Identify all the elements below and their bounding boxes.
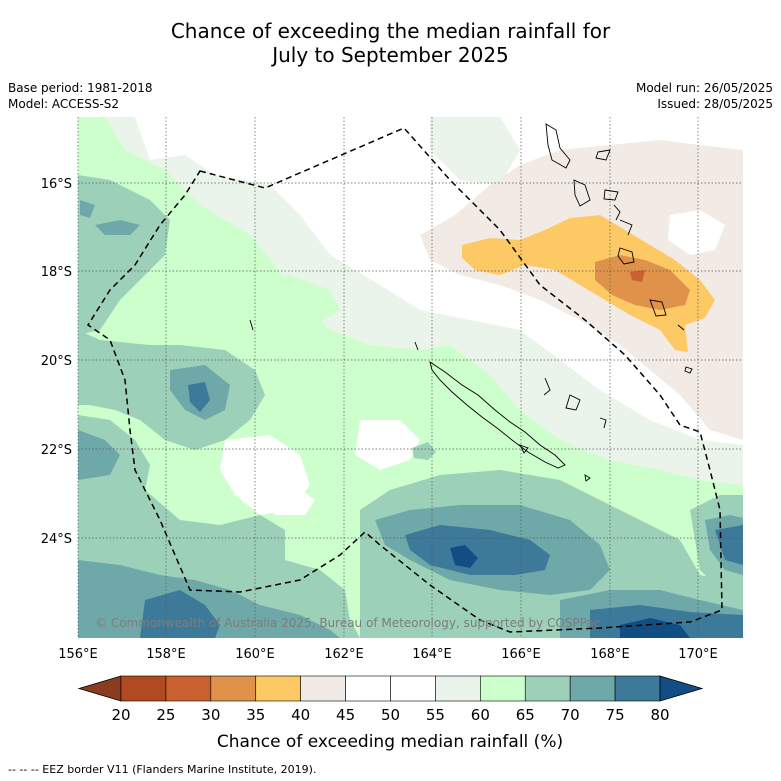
contour-75-80-e bbox=[715, 525, 743, 565]
map-panel bbox=[78, 117, 743, 638]
colorbar-swatch bbox=[390, 675, 436, 702]
colorbar-swatch bbox=[345, 675, 391, 702]
map-title: Chance of exceeding the median rainfall … bbox=[0, 19, 781, 67]
colorbar-swatch bbox=[435, 675, 481, 702]
contour-65-70-w bbox=[78, 175, 170, 335]
colorbar-swatch bbox=[165, 675, 212, 702]
contour-80-plus bbox=[450, 545, 478, 568]
colorbar-extend-high bbox=[659, 675, 704, 702]
lat-label: 16°S bbox=[41, 177, 72, 192]
colorbar-swatch bbox=[210, 675, 257, 702]
contour-75-80-s bbox=[405, 525, 550, 575]
lat-label: 20°S bbox=[41, 354, 72, 369]
colorbar-swatch bbox=[255, 675, 301, 702]
colorbar-tick-label: 70 bbox=[561, 706, 580, 724]
lon-label: 170°E bbox=[678, 647, 718, 662]
lon-axis: 156°E 158°E 160°E 162°E 164°E 166°E 168°… bbox=[58, 647, 718, 662]
islet-5 bbox=[565, 394, 581, 411]
colorbar-tick-label: 45 bbox=[336, 706, 355, 724]
colorbar-tick-label: 20 bbox=[111, 706, 130, 724]
colorbar-tick-label: 50 bbox=[381, 706, 400, 724]
lon-label: 158°E bbox=[146, 647, 186, 662]
lon-label: 166°E bbox=[501, 647, 541, 662]
colorbar-tick-label: 65 bbox=[516, 706, 535, 724]
issued-date: Issued: 28/05/2025 bbox=[657, 97, 773, 111]
colorbar-swatch bbox=[300, 675, 346, 702]
lon-label: 162°E bbox=[324, 647, 364, 662]
colorbar-tick-label: 80 bbox=[650, 706, 669, 724]
contour-30-35 bbox=[595, 255, 690, 310]
colorbar-tick-label: 35 bbox=[246, 706, 265, 724]
contour-70-75-wa bbox=[95, 220, 140, 235]
colorbar-swatch bbox=[120, 675, 167, 702]
contour-70-75-w3 bbox=[78, 430, 120, 480]
contour-75-80-c bbox=[188, 382, 210, 412]
contour-65-70-dot bbox=[412, 442, 436, 460]
colorbar-tick-label: 60 bbox=[471, 706, 490, 724]
title-line-1: Chance of exceeding the median rainfall … bbox=[170, 19, 611, 43]
colorbar-swatch bbox=[569, 675, 616, 702]
contour-70-75-w bbox=[80, 200, 95, 218]
lon-label: 164°E bbox=[412, 647, 452, 662]
contour-hole-2 bbox=[355, 420, 420, 470]
eez-border-line bbox=[86, 127, 723, 633]
contour-80-plus-se bbox=[620, 618, 690, 638]
meta-left: Base period: 1981-2018 Model: ACCESS-S2 bbox=[8, 80, 153, 112]
colorbar-swatch bbox=[480, 675, 526, 702]
colorbar-tick-label: 40 bbox=[291, 706, 310, 724]
contour-60-65-island bbox=[255, 275, 340, 325]
colorbar-tick-label: 30 bbox=[201, 706, 220, 724]
lon-label: 168°E bbox=[590, 647, 630, 662]
copyright-text: © Commonwealth of Australia 2025, Bureau… bbox=[95, 616, 600, 630]
contour-hole-4 bbox=[260, 485, 315, 515]
meta-right: Model run: 26/05/2025 Issued: 28/05/2025 bbox=[636, 80, 773, 112]
islet-4 bbox=[543, 377, 551, 396]
graticule bbox=[77, 117, 743, 638]
colorbar-tick-label: 25 bbox=[156, 706, 175, 724]
contour-hole-ne bbox=[668, 210, 725, 255]
lat-label: 24°S bbox=[41, 532, 72, 547]
contour-75-80-sw bbox=[140, 590, 220, 638]
islet-1 bbox=[414, 341, 419, 351]
islet-3 bbox=[584, 474, 591, 482]
vanuatu-coastline bbox=[249, 123, 693, 374]
colorbar-swatch bbox=[614, 675, 661, 702]
colorbar-tick-label: 75 bbox=[606, 706, 625, 724]
contour-25-30 bbox=[630, 270, 645, 282]
base-period: Base period: 1981-2018 bbox=[8, 81, 153, 95]
lon-label: 156°E bbox=[58, 647, 98, 662]
lon-label: 160°E bbox=[235, 647, 275, 662]
contour-35-40 bbox=[462, 215, 715, 352]
title-line-2: July to September 2025 bbox=[272, 43, 509, 67]
contour-40-45 bbox=[420, 140, 743, 440]
islet-2 bbox=[519, 444, 529, 454]
colorbar-tick-label: 55 bbox=[426, 706, 445, 724]
new-caledonia-coastline bbox=[429, 360, 566, 469]
colorbar-title: Chance of exceeding median rainfall (%) bbox=[217, 732, 563, 752]
colorbar: 20 25 30 35 40 45 50 55 60 65 70 75 80 bbox=[77, 675, 704, 724]
contour-55-60-n bbox=[430, 117, 520, 185]
colorbar-extend-low bbox=[77, 675, 122, 702]
colorbar-swatch bbox=[524, 675, 571, 702]
eez-legend-note: -- -- -- EEZ border V11 (Flanders Marine… bbox=[8, 763, 317, 776]
model-run: Model run: 26/05/2025 bbox=[635, 81, 773, 95]
lat-axis: 16°S 18°S 20°S 22°S 24°S bbox=[41, 177, 72, 547]
lat-label: 22°S bbox=[41, 443, 72, 458]
model-name: Model: ACCESS-S2 bbox=[8, 97, 120, 111]
coastlines bbox=[249, 123, 693, 482]
islet-6 bbox=[599, 417, 607, 429]
lat-label: 18°S bbox=[41, 265, 72, 280]
